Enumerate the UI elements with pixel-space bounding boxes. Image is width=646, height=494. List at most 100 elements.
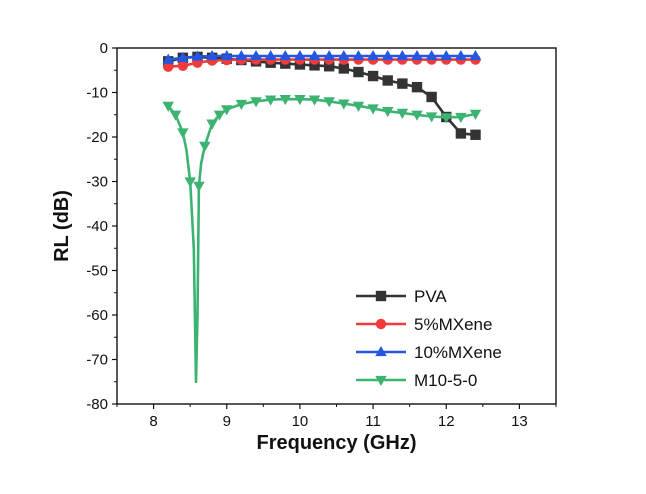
data-point xyxy=(323,61,335,72)
data-point xyxy=(308,95,321,106)
y-tick-label: -80 xyxy=(86,396,108,413)
data-point xyxy=(206,119,218,130)
x-axis-title: Frequency (GHz) xyxy=(256,432,416,454)
y-tick-label: -30 xyxy=(86,174,108,191)
data-point xyxy=(411,50,423,61)
data-point xyxy=(177,60,189,71)
data-point xyxy=(426,91,437,103)
data-point xyxy=(425,50,438,61)
data-point xyxy=(455,112,467,123)
data-point xyxy=(425,112,438,123)
x-tick-label: 13 xyxy=(511,413,528,430)
x-tick-label: 11 xyxy=(365,413,381,430)
data-point xyxy=(381,50,394,61)
data-point xyxy=(264,95,277,106)
data-point xyxy=(382,75,393,86)
series-10-mxene xyxy=(162,50,482,64)
data-point xyxy=(177,51,189,62)
data-point xyxy=(323,97,335,108)
y-tick-label: -60 xyxy=(86,307,108,324)
data-point xyxy=(235,99,248,111)
series-m10-5-0 xyxy=(162,95,482,384)
data-point xyxy=(397,78,408,89)
y-tick-label: -50 xyxy=(86,263,108,280)
data-point xyxy=(352,101,365,112)
data-point xyxy=(338,50,350,61)
y-tick-label: -10 xyxy=(86,85,108,102)
series-line xyxy=(168,54,476,61)
data-point xyxy=(440,50,452,61)
data-point xyxy=(250,97,262,108)
legend-item: PVA xyxy=(356,287,447,306)
legend-marker xyxy=(375,375,387,386)
data-point xyxy=(308,50,321,61)
data-point xyxy=(235,50,248,61)
legend-label: M10-5-0 xyxy=(414,371,477,390)
data-point xyxy=(440,113,452,124)
y-tick-label: -20 xyxy=(86,129,108,146)
data-point xyxy=(455,128,467,139)
data-point xyxy=(455,50,467,61)
series-line xyxy=(167,97,476,384)
legend-item: 5%MXene xyxy=(356,315,492,334)
data-point xyxy=(367,50,379,61)
x-tick-label: 12 xyxy=(438,413,455,430)
data-point xyxy=(352,50,365,61)
x-tick-label: 10 xyxy=(292,413,309,430)
data-point xyxy=(338,63,350,74)
data-point xyxy=(163,61,174,72)
y-tick-label: -40 xyxy=(86,218,108,235)
data-point xyxy=(367,70,379,82)
data-point xyxy=(162,53,174,64)
x-tick-label: 9 xyxy=(223,413,231,430)
data-point xyxy=(279,50,292,61)
data-point xyxy=(279,95,292,106)
data-point xyxy=(396,108,409,119)
legend: PVA 5%MXene 10%MXene M10-5-0 xyxy=(356,287,502,390)
legend-item: 10%MXene xyxy=(356,343,502,362)
legend-item: M10-5-0 xyxy=(356,371,477,390)
data-point xyxy=(206,50,218,61)
data-point xyxy=(177,128,189,139)
data-point xyxy=(470,129,481,140)
legend-label: 5%MXene xyxy=(414,315,492,334)
data-point xyxy=(193,181,205,192)
legend-label: PVA xyxy=(414,287,447,306)
data-point xyxy=(396,50,409,61)
series-line xyxy=(167,55,476,137)
data-point xyxy=(411,81,423,93)
legend-marker xyxy=(375,318,387,330)
y-axis-title: RL (dB) xyxy=(51,190,73,262)
data-point xyxy=(353,66,364,78)
series-layer xyxy=(162,50,482,384)
x-tick-label: 8 xyxy=(149,413,157,430)
data-point xyxy=(294,50,306,61)
legend-marker xyxy=(375,290,387,302)
data-point xyxy=(162,101,174,112)
y-tick-label: -70 xyxy=(86,352,108,369)
data-point xyxy=(367,104,379,115)
data-point xyxy=(264,50,277,61)
data-point xyxy=(381,107,394,118)
data-point xyxy=(169,110,182,121)
data-point xyxy=(213,110,226,121)
data-point xyxy=(221,50,233,61)
legend-marker xyxy=(375,346,387,357)
data-point xyxy=(250,50,262,61)
data-point xyxy=(338,99,350,110)
data-point xyxy=(294,95,306,106)
data-point xyxy=(184,177,196,188)
data-point xyxy=(191,50,204,61)
data-point xyxy=(323,50,335,61)
data-point xyxy=(221,105,233,116)
y-tick-label: 0 xyxy=(100,40,108,57)
legend-label: 10%MXene xyxy=(414,343,502,362)
data-point xyxy=(411,110,423,121)
ticks: 8 9 10 11 12 13 0 -10 -20 -30 -40 -50 -60 -70 -80 xyxy=(86,40,557,430)
data-point xyxy=(199,141,211,152)
data-point xyxy=(309,60,320,71)
series-line xyxy=(168,58,476,68)
data-point xyxy=(469,109,482,120)
data-point xyxy=(469,50,482,61)
